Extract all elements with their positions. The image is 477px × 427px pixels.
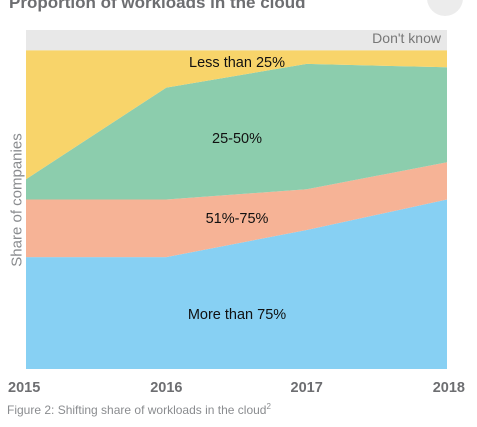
area-label-more-than-75: More than 75% [188, 307, 286, 323]
area-label-51-75: 51%-75% [206, 211, 269, 227]
x-tick-2017: 2017 [291, 380, 323, 396]
area-label-less-than-25: Less than 25% [189, 55, 285, 71]
area-more-than-75 [26, 199, 447, 369]
area-don-t-know [26, 30, 447, 51]
caption-footnote: 2 [266, 402, 271, 411]
area-25-50 [26, 63, 447, 200]
area-51-75 [26, 162, 447, 258]
x-tick-2015: 2015 [8, 380, 40, 396]
x-tick-2016: 2016 [150, 380, 182, 396]
area-less-than-25 [26, 50, 447, 180]
caption-text: Figure 2: Shifting share of workloads in… [7, 403, 267, 417]
x-tick-2018: 2018 [433, 380, 465, 396]
chart-title: Proportion of workloads in the cloud [9, 0, 306, 12]
figure-caption: Figure 2: Shifting share of workloads in… [7, 402, 271, 417]
area-label-25-50: 25-50% [212, 131, 262, 147]
title-decoration [427, 0, 463, 16]
area-label-don-t-know: Don't know [372, 30, 442, 46]
